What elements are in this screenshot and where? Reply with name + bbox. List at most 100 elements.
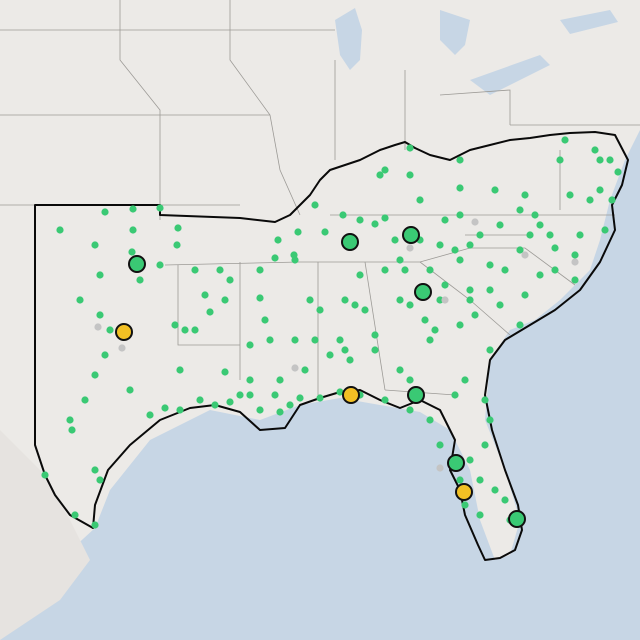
station-marker[interactable] [156,204,164,212]
station-marker[interactable] [481,441,489,449]
station-marker[interactable] [396,256,404,264]
station-marker[interactable] [496,221,504,229]
station-marker[interactable] [466,296,474,304]
station-marker[interactable] [606,156,614,164]
station-marker[interactable] [608,196,616,204]
station-marker-inactive[interactable] [521,251,529,259]
station-marker[interactable] [191,326,199,334]
station-marker[interactable] [546,231,554,239]
station-marker[interactable] [421,316,429,324]
station-marker[interactable] [371,220,379,228]
station-marker[interactable] [381,396,389,404]
station-marker[interactable] [501,496,509,504]
station-marker[interactable] [551,266,559,274]
station-marker-inactive[interactable] [118,344,126,352]
station-marker[interactable] [436,296,444,304]
station-marker[interactable] [341,296,349,304]
station-marker[interactable] [106,326,114,334]
station-marker[interactable] [406,406,414,414]
station-marker[interactable] [171,321,179,329]
station-marker[interactable] [291,256,299,264]
station-marker[interactable] [271,254,279,262]
hub-marker-warning[interactable] [115,323,133,341]
station-marker[interactable] [456,256,464,264]
station-marker[interactable] [441,216,449,224]
station-marker-inactive[interactable] [441,296,449,304]
station-marker[interactable] [466,456,474,464]
station-marker[interactable] [371,331,379,339]
hub-marker-ok[interactable] [414,283,432,301]
station-marker[interactable] [311,336,319,344]
station-marker[interactable] [501,266,509,274]
station-marker[interactable] [146,411,154,419]
hub-marker-ok[interactable] [447,454,465,472]
station-marker[interactable] [301,366,309,374]
station-marker[interactable] [516,206,524,214]
station-marker[interactable] [176,406,184,414]
station-marker[interactable] [66,416,74,424]
station-marker[interactable] [436,441,444,449]
station-marker[interactable] [91,241,99,249]
station-marker[interactable] [136,276,144,284]
station-marker[interactable] [586,196,594,204]
station-marker[interactable] [226,398,234,406]
station-marker[interactable] [466,286,474,294]
station-marker[interactable] [486,261,494,269]
station-marker[interactable] [486,286,494,294]
station-marker[interactable] [276,408,284,416]
station-marker[interactable] [456,321,464,329]
station-marker[interactable] [576,231,584,239]
station-marker[interactable] [396,366,404,374]
station-marker-inactive[interactable] [436,464,444,472]
station-marker[interactable] [176,366,184,374]
station-marker[interactable] [491,486,499,494]
station-marker[interactable] [336,388,344,396]
station-marker[interactable] [461,376,469,384]
station-marker[interactable] [426,336,434,344]
station-marker[interactable] [101,208,109,216]
hub-marker-ok[interactable] [402,226,420,244]
station-marker[interactable] [161,404,169,412]
station-marker[interactable] [286,401,294,409]
station-marker[interactable] [221,296,229,304]
station-marker[interactable] [556,156,564,164]
hub-marker-ok[interactable] [407,386,425,404]
station-marker[interactable] [128,248,136,256]
station-marker[interactable] [486,346,494,354]
station-marker[interactable] [173,241,181,249]
station-marker[interactable] [571,276,579,284]
station-marker[interactable] [406,171,414,179]
station-marker[interactable] [271,391,279,399]
station-marker[interactable] [256,266,264,274]
station-marker[interactable] [466,241,474,249]
station-marker[interactable] [341,346,349,354]
station-marker[interactable] [129,226,137,234]
hub-marker-ok[interactable] [341,233,359,251]
station-marker[interactable] [306,296,314,304]
station-marker[interactable] [256,406,264,414]
station-marker[interactable] [274,236,282,244]
station-marker[interactable] [296,394,304,402]
station-marker[interactable] [276,376,284,384]
station-marker[interactable] [91,466,99,474]
station-marker[interactable] [416,196,424,204]
station-marker[interactable] [41,471,49,479]
station-marker[interactable] [191,266,199,274]
station-marker[interactable] [376,171,384,179]
station-marker[interactable] [571,251,579,259]
station-marker[interactable] [521,191,529,199]
station-marker[interactable] [471,311,479,319]
station-marker[interactable] [261,316,269,324]
station-marker[interactable] [441,281,449,289]
station-marker[interactable] [336,336,344,344]
station-marker[interactable] [561,136,569,144]
station-marker[interactable] [456,476,464,484]
station-marker[interactable] [371,346,379,354]
station-marker[interactable] [311,201,319,209]
station-marker[interactable] [291,336,299,344]
station-marker[interactable] [246,391,254,399]
station-marker[interactable] [461,501,469,509]
hub-marker-ok[interactable] [508,510,526,528]
station-marker[interactable] [436,241,444,249]
station-marker[interactable] [381,214,389,222]
